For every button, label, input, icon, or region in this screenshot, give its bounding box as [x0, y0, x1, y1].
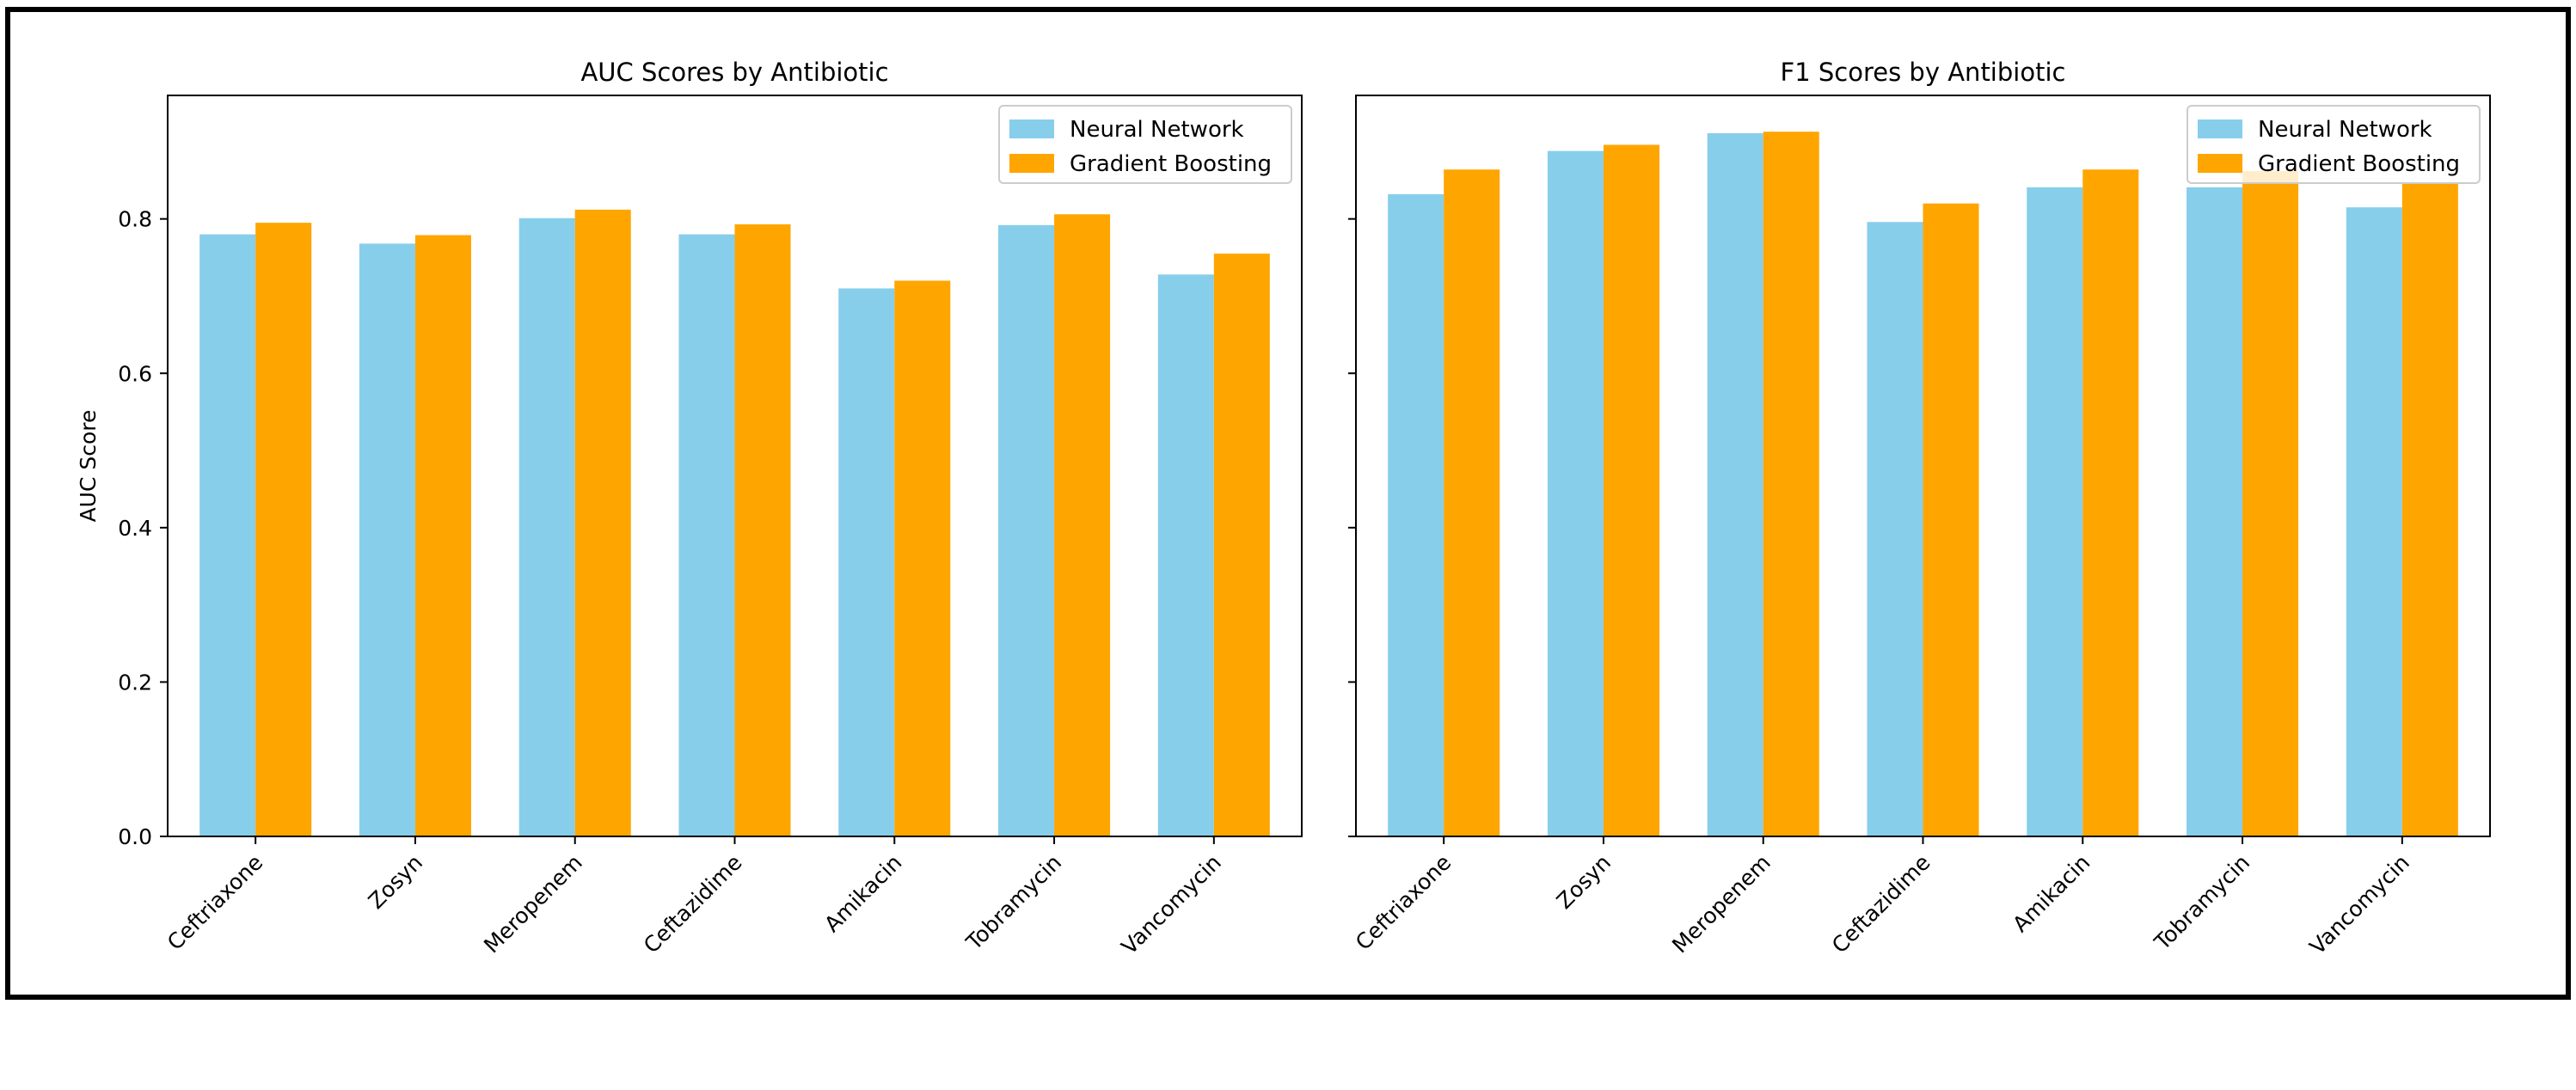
y-tick-label: 0.4: [118, 516, 152, 541]
bar-gradient-boosting-ceftazidime: [1923, 203, 1979, 837]
y-tick-label: 0.0: [118, 824, 152, 849]
bar-gradient-boosting-amikacin: [2082, 169, 2139, 836]
legend-swatch: [2198, 154, 2242, 173]
bar-gradient-boosting-ceftriaxone: [255, 223, 312, 836]
y-tick-label: 0.8: [118, 207, 152, 232]
y-tick-label: 0.2: [118, 670, 152, 695]
figure-border: [5, 7, 2571, 1000]
bar-neural-network-tobramycin: [2187, 187, 2243, 837]
bar-gradient-boosting-tobramycin: [1054, 214, 1111, 836]
bar-gradient-boosting-vancomycin: [1213, 254, 1270, 837]
bar-neural-network-ceftriaxone: [199, 234, 256, 836]
legend-box: [2187, 105, 2481, 184]
bar-neural-network-meropenem: [518, 217, 575, 837]
legend-swatch: [2198, 119, 2242, 138]
bar-neural-network-amikacin: [2027, 187, 2083, 837]
chart-title: F1 Scores by Antibiotic: [1781, 58, 2066, 87]
bar-neural-network-tobramycin: [998, 224, 1055, 837]
legend-label: Neural Network: [2258, 117, 2432, 143]
bar-neural-network-ceftazidime: [1867, 222, 1923, 837]
bar-neural-network-ceftriaxone: [1388, 193, 1444, 836]
bar-gradient-boosting-ceftazidime: [734, 224, 791, 836]
bar-gradient-boosting-zosyn: [1603, 144, 1659, 836]
bar-gradient-boosting-vancomycin: [2401, 183, 2458, 837]
bar-neural-network-zosyn: [359, 243, 415, 836]
bar-gradient-boosting-meropenem: [1763, 132, 1819, 836]
legend-box: [998, 105, 1292, 184]
bar-neural-network-meropenem: [1707, 132, 1763, 836]
legend-label: Gradient Boosting: [2258, 151, 2460, 177]
bar-neural-network-vancomycin: [1157, 274, 1214, 837]
bar-gradient-boosting-ceftriaxone: [1444, 169, 1500, 836]
legend-swatch: [1009, 119, 1054, 138]
legend-label: Gradient Boosting: [1070, 151, 1272, 177]
bar-neural-network-zosyn: [1547, 150, 1604, 836]
bar-gradient-boosting-zosyn: [414, 235, 471, 836]
y-axis-label: AUC Score: [76, 410, 101, 523]
auc-chart-panel: AUC Scores by Antibiotic 0.0 0.2 0.4 0.6 0.8 A…: [76, 58, 1303, 959]
y-tick-label: 0.6: [118, 361, 152, 386]
bar-neural-network-amikacin: [838, 288, 895, 837]
bar-neural-network-vancomycin: [2346, 207, 2402, 836]
bar-gradient-boosting-tobramycin: [2242, 170, 2299, 836]
bar-gradient-boosting-amikacin: [894, 280, 951, 836]
bar-neural-network-ceftazidime: [678, 234, 735, 836]
bar-gradient-boosting-meropenem: [574, 209, 631, 836]
legend-swatch: [1009, 154, 1054, 173]
chart-title: AUC Scores by Antibiotic: [580, 58, 888, 87]
legend-label: Neural Network: [1070, 117, 1244, 143]
